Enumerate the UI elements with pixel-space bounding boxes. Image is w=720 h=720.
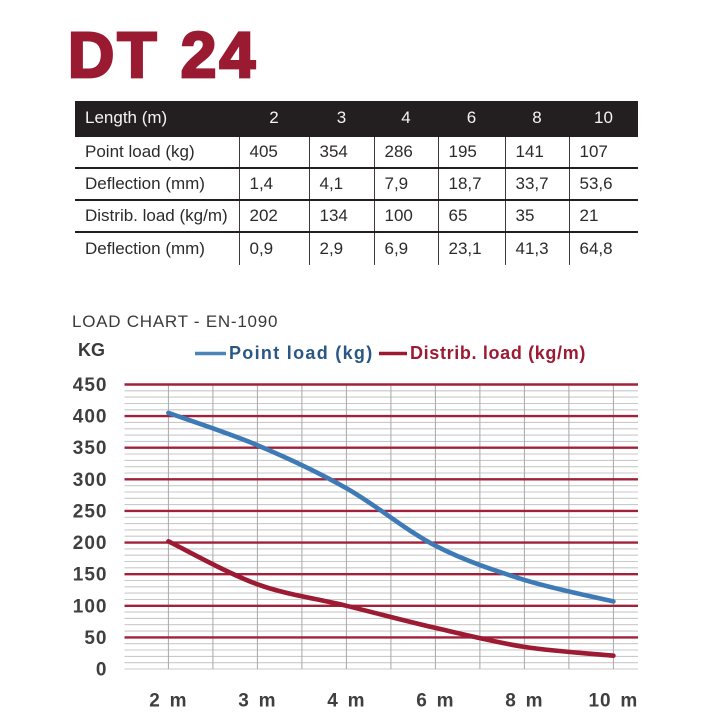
svg-text:Point load (kg): Point load (kg) [229, 343, 374, 363]
svg-text:150: 150 [73, 565, 108, 586]
svg-text:8 m: 8 m [505, 691, 543, 712]
svg-text:4 m: 4 m [327, 691, 365, 712]
svg-text:Distrib. load (kg/m): Distrib. load (kg/m) [410, 343, 586, 363]
svg-text:3 m: 3 m [238, 691, 276, 712]
svg-text:200: 200 [73, 533, 108, 554]
svg-text:0: 0 [96, 660, 108, 681]
svg-text:6 m: 6 m [416, 691, 454, 712]
svg-text:300: 300 [73, 470, 108, 491]
svg-text:KG: KG [78, 340, 105, 360]
svg-text:10 m: 10 m [588, 691, 638, 712]
svg-text:2 m: 2 m [149, 691, 187, 712]
svg-text:350: 350 [73, 438, 108, 459]
svg-text:400: 400 [73, 407, 108, 428]
svg-text:100: 100 [73, 596, 108, 617]
svg-text:450: 450 [73, 375, 108, 396]
svg-text:250: 250 [73, 501, 108, 522]
svg-text:50: 50 [84, 628, 107, 649]
